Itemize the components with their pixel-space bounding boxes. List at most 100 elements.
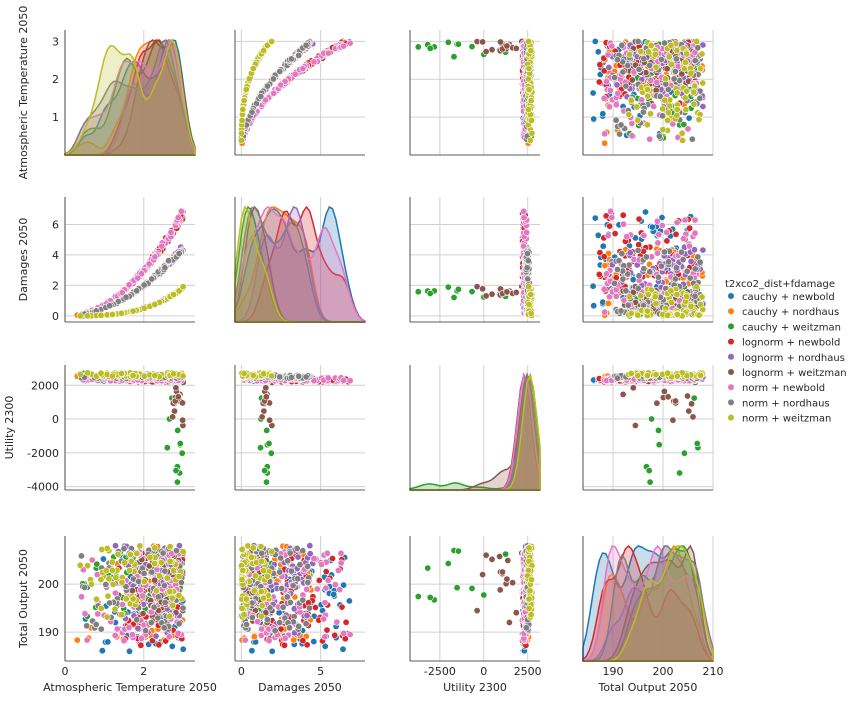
point-norm-weitzman (690, 100, 698, 108)
point-norm-newbold (605, 103, 613, 111)
point-norm-newbold (685, 242, 693, 250)
point-cauchy-nordhaus (604, 299, 612, 307)
point-norm-nordhaus (639, 108, 647, 116)
y-axis-label: Utility 2300 (3, 396, 16, 460)
point-norm-newbold (614, 89, 622, 97)
point-norm-nordhaus (671, 275, 679, 283)
point-norm-weitzman (527, 116, 535, 124)
point-norm-weitzman (681, 58, 689, 66)
point-norm-newbold (324, 49, 332, 57)
point-norm-weitzman (652, 300, 660, 308)
point-norm-newbold (620, 296, 628, 304)
point-norm-newbold (151, 253, 159, 261)
point-norm-nordhaus (140, 281, 148, 289)
point-lognorm-weitzman (512, 288, 520, 296)
point-norm-weitzman (665, 109, 673, 117)
point-norm-newbold (607, 207, 615, 215)
point-lognorm-weitzman (172, 384, 180, 392)
point-norm-weitzman (690, 88, 698, 96)
point-norm-nordhaus (295, 51, 303, 59)
point-norm-nordhaus (635, 65, 643, 73)
y-tick-label: -2000 (27, 447, 59, 460)
point-norm-newbold (270, 89, 278, 97)
point-lognorm-weitzman (260, 407, 268, 415)
point-lognorm-weitzman (266, 416, 274, 424)
point-norm-newbold (310, 58, 318, 66)
point-norm-newbold (640, 232, 648, 240)
point-norm-nordhaus (634, 246, 642, 254)
point-norm-newbold (684, 125, 692, 133)
point-norm-weitzman (525, 300, 533, 308)
y-tick-label: 2 (52, 73, 59, 86)
point-norm-nordhaus (654, 273, 662, 281)
point-lognorm-weitzman (179, 416, 187, 424)
point-norm-newbold (145, 260, 153, 268)
point-norm-weitzman (238, 116, 246, 124)
point-norm-newbold (612, 292, 620, 300)
point-norm-nordhaus (263, 82, 271, 90)
point-norm-newbold (608, 214, 616, 222)
point-norm-nordhaus (616, 130, 624, 138)
point-norm-nordhaus (677, 248, 685, 256)
point-norm-weitzman (682, 106, 690, 114)
point-norm-weitzman (240, 97, 248, 105)
point-norm-nordhaus (302, 41, 310, 49)
point-norm-nordhaus (696, 94, 704, 102)
point-norm-nordhaus (660, 248, 668, 256)
point-norm-newbold (691, 216, 699, 224)
point-norm-nordhaus (175, 250, 183, 258)
point-norm-newbold (628, 120, 636, 128)
point-norm-nordhaus (634, 37, 642, 45)
point-norm-weitzman (673, 47, 681, 55)
point-norm-nordhaus (524, 257, 532, 265)
y-tick-label: 1 (52, 111, 59, 124)
point-lognorm-weitzman (488, 46, 496, 54)
point-norm-weitzman (525, 37, 533, 45)
point-lognorm-newbold (600, 253, 608, 261)
point-lognorm-weitzman (179, 399, 187, 407)
point-cauchy-newbold (599, 110, 607, 118)
y-tick-label: 6 (52, 218, 59, 231)
point-norm-weitzman (643, 86, 651, 94)
point-norm-weitzman (683, 293, 691, 301)
point-norm-weitzman (179, 372, 187, 380)
point-norm-newbold (299, 65, 307, 73)
point-lognorm-newbold (635, 241, 643, 249)
point-lognorm-weitzman (628, 76, 636, 84)
point-norm-weitzman (268, 37, 276, 45)
point-lognorm-weitzman (169, 413, 177, 421)
point-norm-weitzman (667, 41, 675, 49)
point-norm-newbold (600, 94, 608, 102)
point-norm-nordhaus (610, 279, 618, 287)
point-norm-nordhaus (248, 108, 256, 116)
point-norm-nordhaus (269, 75, 277, 83)
point-norm-nordhaus (524, 275, 532, 283)
point-norm-newbold (177, 207, 185, 215)
point-cauchy-weitzman (265, 439, 273, 447)
point-lognorm-weitzman (262, 384, 270, 392)
point-cauchy-weitzman (172, 467, 180, 475)
point-cauchy-weitzman (454, 40, 462, 48)
point-lognorm-weitzman (171, 407, 179, 415)
point-lognorm-newbold (686, 224, 694, 232)
point-norm-weitzman (170, 290, 178, 298)
point-norm-nordhaus (257, 92, 265, 100)
point-norm-weitzman (118, 369, 126, 377)
point-lognorm-weitzman (479, 285, 487, 293)
point-lognorm-newbold (595, 78, 603, 86)
point-norm-weitzman (633, 103, 641, 111)
point-cauchy-weitzman (468, 43, 476, 51)
panel-damages-2050-vs-utility-2300 (409, 197, 540, 323)
point-cauchy-weitzman (414, 43, 422, 51)
point-norm-newbold (158, 242, 166, 250)
point-norm-weitzman (665, 53, 673, 61)
y-tick-label: 0 (52, 413, 59, 426)
point-norm-newbold (601, 130, 609, 138)
point-norm-weitzman (525, 65, 533, 73)
point-norm-newbold (520, 207, 528, 215)
point-lognorm-newbold (606, 222, 614, 230)
point-norm-nordhaus (523, 250, 531, 258)
point-lognorm-nordhaus (605, 64, 613, 72)
point-norm-newbold (663, 228, 671, 236)
